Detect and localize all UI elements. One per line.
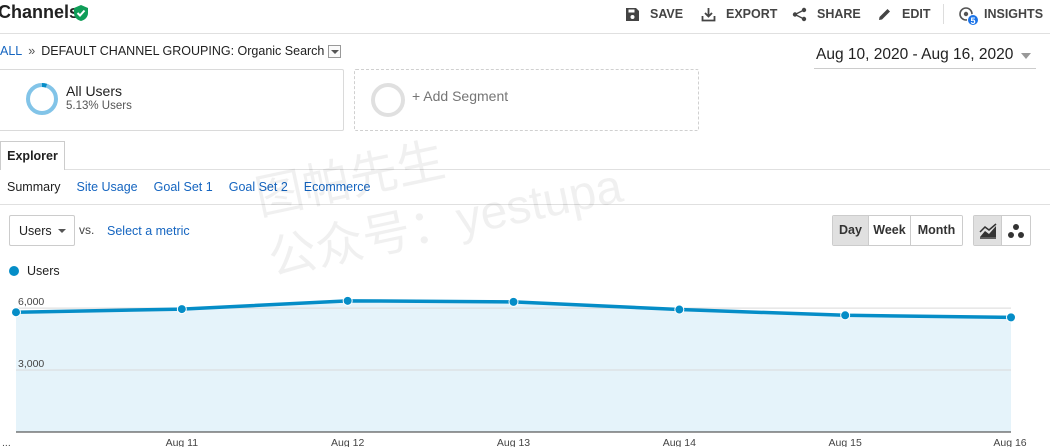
pencil-icon xyxy=(879,8,890,20)
chart-type-toggle xyxy=(973,215,1031,246)
breadcrumb-dropdown-button[interactable] xyxy=(328,44,342,58)
select-metric-link[interactable]: Select a metric xyxy=(107,224,190,238)
add-segment-ring-icon xyxy=(371,83,405,117)
breadcrumb-separator: » xyxy=(28,44,36,58)
period-toggle: Day Week Month xyxy=(832,215,963,246)
period-week-button[interactable]: Week xyxy=(869,216,911,245)
insights-label: INSIGHTS xyxy=(984,7,1044,21)
share-label: SHARE xyxy=(817,7,861,21)
add-segment-button[interactable] xyxy=(354,69,699,131)
legend-users-label: Users xyxy=(27,264,60,278)
subtab-divider xyxy=(0,204,1050,205)
page-title: Channels xyxy=(0,2,80,22)
line-chart-icon xyxy=(978,222,996,239)
share-icon xyxy=(792,7,807,21)
breadcrumb-all-link[interactable]: ALL xyxy=(0,44,23,58)
subtab-summary[interactable]: Summary xyxy=(7,180,61,194)
period-day-button[interactable]: Day xyxy=(833,216,869,245)
x-tick-label: ... xyxy=(2,437,11,447)
x-tick-label: Aug 13 xyxy=(497,437,530,447)
share-button[interactable]: SHARE xyxy=(792,4,861,24)
x-tick-label: Aug 12 xyxy=(331,437,364,447)
toolbar-divider xyxy=(943,4,944,24)
x-tick-label: Aug 14 xyxy=(663,437,696,447)
bubble-chart-icon xyxy=(1008,223,1024,238)
data-point xyxy=(11,307,21,318)
watermark-line-2: 公众号：yestupa xyxy=(263,159,627,287)
insights-count-badge: 5 xyxy=(967,14,979,26)
motion-chart-button[interactable] xyxy=(1002,216,1030,245)
data-point xyxy=(508,296,519,307)
chart-legend: Users xyxy=(9,264,60,278)
explorer-subtabs: Summary Site Usage Goal Set 1 Goal Set 2… xyxy=(7,180,386,194)
breadcrumb: ALL » DEFAULT CHANNEL GROUPING: Organic … xyxy=(0,44,342,58)
subtab-site-usage[interactable]: Site Usage xyxy=(76,180,138,194)
segment-name: All Users xyxy=(66,83,123,99)
data-point xyxy=(342,295,353,306)
data-point xyxy=(840,310,851,321)
data-point xyxy=(674,304,685,315)
add-segment-label: + Add Segment xyxy=(412,88,509,104)
line-chart-button[interactable] xyxy=(974,216,1002,245)
edit-label: EDIT xyxy=(902,7,931,21)
data-point xyxy=(1006,312,1016,323)
subtab-ecommerce[interactable]: Ecommerce xyxy=(303,180,371,194)
export-icon xyxy=(701,7,716,21)
date-range-caret-icon[interactable] xyxy=(1021,53,1031,59)
series-area-fill xyxy=(16,300,1011,432)
data-point xyxy=(176,304,187,315)
segment-subtitle: 5.13% Users xyxy=(66,100,132,112)
breadcrumb-current: DEFAULT CHANNEL GROUPING: Organic Search xyxy=(41,44,325,58)
header-divider xyxy=(0,33,1050,34)
legend-swatch xyxy=(9,266,19,276)
save-button[interactable]: SAVE xyxy=(625,4,683,24)
vs-label: vs. xyxy=(79,223,95,237)
tab-explorer[interactable]: Explorer xyxy=(0,141,65,170)
tab-bar-divider xyxy=(0,169,1050,170)
verified-shield-icon xyxy=(74,5,88,21)
export-button[interactable]: EXPORT xyxy=(701,4,777,24)
period-month-button[interactable]: Month xyxy=(911,216,962,245)
y-tick-label: 3,000 xyxy=(18,358,44,370)
date-range-underline xyxy=(814,68,1036,69)
y-tick-label: 6,000 xyxy=(18,296,44,308)
x-tick-label: Aug 15 xyxy=(829,437,862,447)
edit-button[interactable]: EDIT xyxy=(877,4,930,24)
subtab-goal-set-2[interactable]: Goal Set 2 xyxy=(228,180,288,194)
users-over-time-chart: 6,000 3,000... Aug 11 Aug 12 Aug 13 Aug 14 Aug… xyxy=(2,295,1027,447)
save-label: SAVE xyxy=(650,7,684,21)
date-range-picker[interactable]: Aug 10, 2020 - Aug 16, 2020 xyxy=(816,46,1014,63)
metric-select[interactable]: Users xyxy=(9,215,75,246)
segment-ring-icon xyxy=(26,83,58,115)
export-label: EXPORT xyxy=(726,7,778,21)
x-tick-label: Aug 11 xyxy=(166,437,199,447)
save-icon xyxy=(626,7,639,21)
x-tick-label: Aug 16 xyxy=(993,437,1026,447)
subtab-goal-set-1[interactable]: Goal Set 1 xyxy=(153,180,213,194)
report-header: Channels SAVE EXPORT SHARE EDIT xyxy=(0,0,1050,30)
